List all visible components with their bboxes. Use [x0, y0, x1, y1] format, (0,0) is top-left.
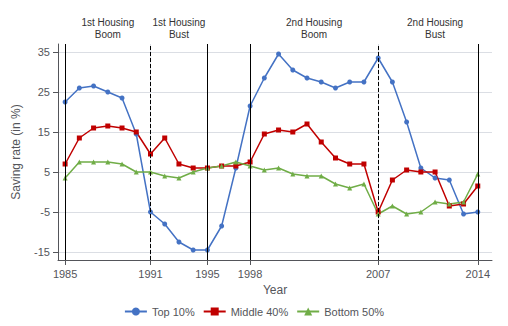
svg-text:Bust: Bust — [169, 29, 189, 40]
svg-text:1995: 1995 — [195, 268, 219, 280]
svg-text:Bottom 50%: Bottom 50% — [324, 306, 384, 318]
svg-text:1st Housing: 1st Housing — [153, 17, 206, 28]
svg-text:2nd Housing: 2nd Housing — [286, 17, 342, 28]
svg-text:2nd Housing: 2nd Housing — [407, 17, 463, 28]
svg-text:Middle 40%: Middle 40% — [231, 306, 289, 318]
svg-text:Boom: Boom — [301, 29, 327, 40]
svg-text:Boom: Boom — [95, 29, 121, 40]
svg-text:Year: Year — [263, 283, 287, 297]
svg-text:1991: 1991 — [138, 268, 162, 280]
svg-text:2007: 2007 — [366, 268, 390, 280]
svg-text:Bust: Bust — [425, 29, 445, 40]
svg-text:1st Housing: 1st Housing — [81, 17, 134, 28]
svg-text:Top 10%: Top 10% — [152, 306, 195, 318]
svg-text:-15: -15 — [34, 246, 50, 258]
svg-text:1998: 1998 — [238, 268, 262, 280]
svg-text:1985: 1985 — [53, 268, 77, 280]
svg-text:Saving rate (in %): Saving rate (in %) — [9, 104, 23, 199]
svg-text:-5: -5 — [40, 206, 50, 218]
svg-text:15: 15 — [38, 126, 50, 138]
svg-text:35: 35 — [38, 46, 50, 58]
svg-text:2014: 2014 — [466, 268, 490, 280]
svg-text:25: 25 — [38, 86, 50, 98]
svg-text:5: 5 — [44, 166, 50, 178]
